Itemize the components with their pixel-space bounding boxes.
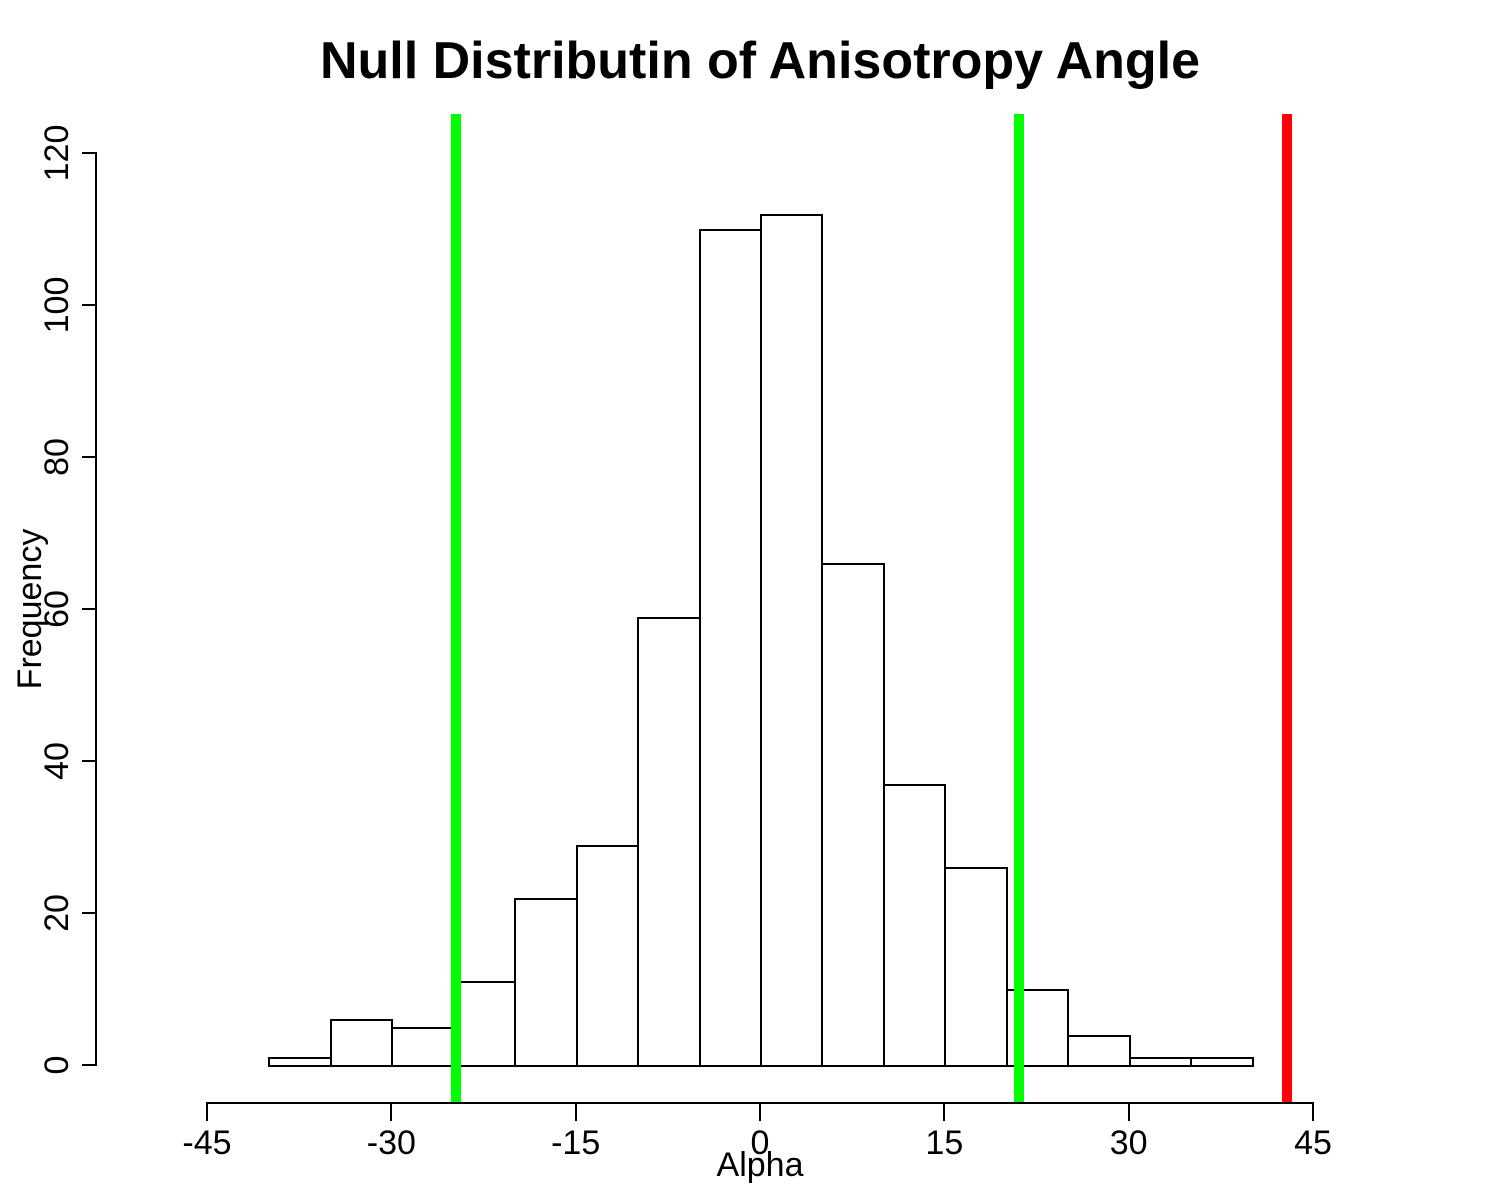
y-tick xyxy=(82,912,95,914)
y-tick-label: 120 xyxy=(38,124,76,182)
histogram-bar xyxy=(268,1057,332,1067)
histogram-bar xyxy=(637,616,701,1067)
histogram-bar xyxy=(1190,1057,1254,1067)
x-tick-label: 45 xyxy=(1294,1124,1332,1162)
vline-green-lower xyxy=(451,114,462,1103)
vline-red-observed xyxy=(1282,114,1293,1103)
y-tick-label: 0 xyxy=(38,1055,76,1075)
y-tick xyxy=(82,608,95,610)
chart-title: Null Distributin of Anisotropy Angle xyxy=(319,32,1201,90)
y-tick xyxy=(82,456,95,458)
y-tick xyxy=(82,152,95,154)
y-tick xyxy=(82,304,95,306)
x-tick xyxy=(1312,1104,1314,1121)
x-tick-label: 0 xyxy=(750,1124,770,1162)
x-tick-label: -15 xyxy=(551,1124,601,1162)
x-axis-line xyxy=(206,1102,1314,1104)
y-axis-line xyxy=(95,152,97,1066)
y-tick-label: 20 xyxy=(38,894,76,932)
x-axis-title: Alpha xyxy=(716,1146,804,1184)
y-tick xyxy=(82,1064,95,1066)
histogram-bar xyxy=(760,213,824,1067)
y-tick-label: 80 xyxy=(38,438,76,476)
x-tick-label: -30 xyxy=(366,1124,416,1162)
histogram-bar xyxy=(514,897,578,1067)
histogram-bar xyxy=(452,981,517,1067)
histogram-bar xyxy=(698,229,762,1067)
x-tick xyxy=(206,1104,208,1121)
y-tick-label: 40 xyxy=(38,742,76,780)
histogram-bar xyxy=(329,1019,394,1067)
histogram-bar xyxy=(575,844,640,1067)
histogram-bar xyxy=(391,1027,455,1067)
histogram-bar xyxy=(944,867,1008,1067)
x-tick-label: 30 xyxy=(1109,1124,1148,1162)
x-tick xyxy=(390,1104,393,1121)
vline-green-upper xyxy=(1014,114,1025,1103)
x-tick xyxy=(1127,1104,1130,1121)
histogram-bar xyxy=(1128,1057,1193,1067)
y-axis-title: Frequency xyxy=(11,528,49,690)
y-tick xyxy=(82,760,95,762)
x-tick xyxy=(759,1104,761,1121)
histogram-bar xyxy=(821,563,885,1067)
x-tick xyxy=(943,1104,946,1121)
x-tick-label: -45 xyxy=(182,1124,232,1162)
y-tick-label: 100 xyxy=(38,276,76,334)
histogram-bar xyxy=(882,783,947,1067)
x-tick-label: 15 xyxy=(925,1124,964,1162)
histogram-bar xyxy=(1067,1034,1131,1067)
x-tick xyxy=(574,1104,577,1121)
